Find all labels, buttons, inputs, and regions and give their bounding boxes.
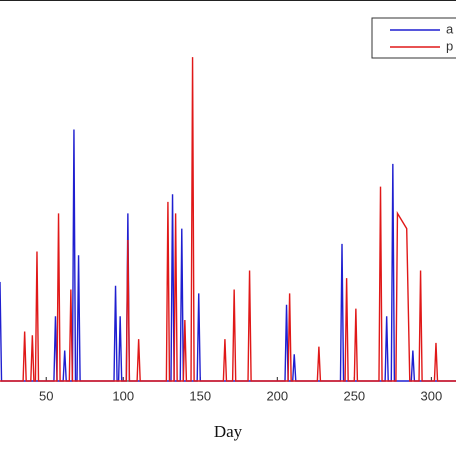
legend-box	[371, 17, 456, 59]
legend-label: p	[446, 38, 453, 53]
data-line	[0, 129, 456, 382]
x-tick-label: 150	[189, 388, 211, 403]
legend: ap	[371, 17, 456, 59]
x-tick-label: 250	[343, 388, 365, 403]
x-tick-label: 100	[112, 388, 134, 403]
x-tick-label: 300	[420, 388, 442, 403]
x-tick-label: 200	[266, 388, 288, 403]
legend-label: a	[446, 21, 454, 36]
x-tick-label: 50	[39, 388, 53, 403]
data-line	[0, 57, 456, 382]
x-axis-label: Day	[214, 422, 243, 441]
plot	[0, 57, 456, 382]
